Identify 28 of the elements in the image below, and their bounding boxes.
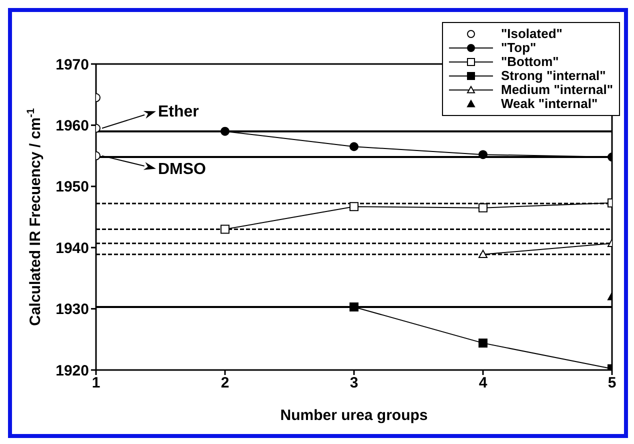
point — [220, 126, 230, 136]
y-tick-label: 1950 — [56, 178, 89, 196]
legend-label: "Top" — [500, 40, 536, 55]
point — [350, 202, 358, 212]
y-tick-label: 1940 — [56, 240, 89, 257]
point — [478, 338, 488, 348]
legend-label: "Isolated" — [500, 26, 562, 41]
point — [350, 142, 358, 152]
point — [478, 150, 488, 160]
y-tick-label: 1930 — [56, 301, 89, 318]
y-tick-label: 1970 — [56, 56, 89, 74]
x-tick-label: 1 — [92, 374, 100, 392]
point — [478, 203, 488, 212]
legend-label: Medium "internal" — [500, 82, 613, 97]
x-tick-label: 2 — [220, 374, 230, 392]
y-tick-label: 1960 — [56, 118, 89, 135]
legend-label: Strong "internal" — [500, 68, 606, 83]
annotation: Ether — [158, 103, 199, 120]
annotation: DMSO — [158, 160, 206, 178]
point — [350, 302, 358, 312]
x-axis-title: Number urea groups — [280, 407, 428, 424]
legend-label: Weak "internal" — [500, 96, 598, 111]
x-tick-label: 5 — [608, 374, 616, 392]
point — [220, 224, 230, 234]
x-tick-label: 4 — [478, 374, 488, 392]
legend-label: "Bottom" — [500, 54, 559, 69]
x-tick-label: 3 — [350, 374, 358, 392]
y-tick-label: 1920 — [56, 362, 89, 380]
